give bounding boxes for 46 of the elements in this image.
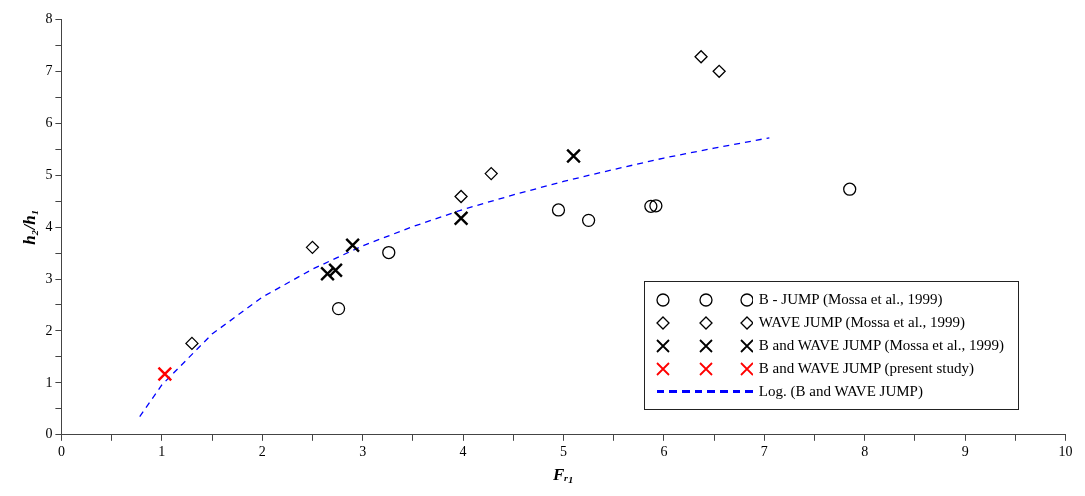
point [157, 366, 173, 382]
legend-label: B - JUMP (Mossa et al., 1999) [758, 290, 943, 309]
y-tick-label: 4 [45, 218, 53, 234]
point [484, 166, 498, 181]
point [327, 262, 344, 278]
point [305, 240, 320, 254]
legend-label: WAVE JUMP (Mossa et al., 1999) [758, 313, 966, 332]
point [454, 189, 468, 204]
point [581, 213, 596, 227]
point [551, 203, 566, 217]
point [331, 301, 346, 316]
x-axis-title: Fᵣ₁ [551, 465, 575, 485]
x-tick-label: 4 [459, 443, 467, 459]
y-tick-label: 8 [45, 11, 53, 27]
legend-label: B and WAVE JUMP (Mossa et al., 1999) [758, 336, 1004, 355]
x-tick-label: 1 [158, 443, 166, 459]
y-tick-label: 6 [45, 114, 53, 130]
y-tick-label: 3 [45, 270, 53, 286]
y-tick-label: 0 [45, 426, 53, 442]
x-tick-label: 2 [258, 443, 266, 459]
point [382, 245, 396, 260]
x-tick-label: 5 [560, 443, 567, 459]
x-tick-label: 7 [760, 443, 768, 459]
x-tick-label: 10 [1058, 443, 1073, 459]
legend-label: Log. (B and WAVE JUMP) [758, 382, 923, 401]
y-axis-title: h₂/h₁ [19, 209, 39, 245]
point [565, 148, 582, 164]
point [644, 199, 658, 213]
x-tick-label: 6 [660, 443, 668, 459]
y-tick-label: 1 [45, 374, 53, 390]
y-tick-label: 2 [45, 322, 53, 338]
point [319, 266, 336, 282]
x-tick-label: 8 [861, 443, 869, 459]
point [345, 237, 361, 253]
y-tick-label: 5 [45, 166, 53, 182]
point [453, 210, 469, 226]
point [649, 199, 663, 213]
point [694, 50, 708, 64]
point [843, 182, 857, 196]
point [185, 336, 199, 351]
x-tick-label: 3 [359, 443, 367, 459]
y-tick-label: 7 [45, 63, 53, 78]
point [712, 64, 726, 78]
legend-label: B and WAVE JUMP (present study) [758, 359, 974, 378]
x-tick-label: 9 [961, 443, 969, 459]
x-tick-label: 0 [57, 443, 65, 459]
